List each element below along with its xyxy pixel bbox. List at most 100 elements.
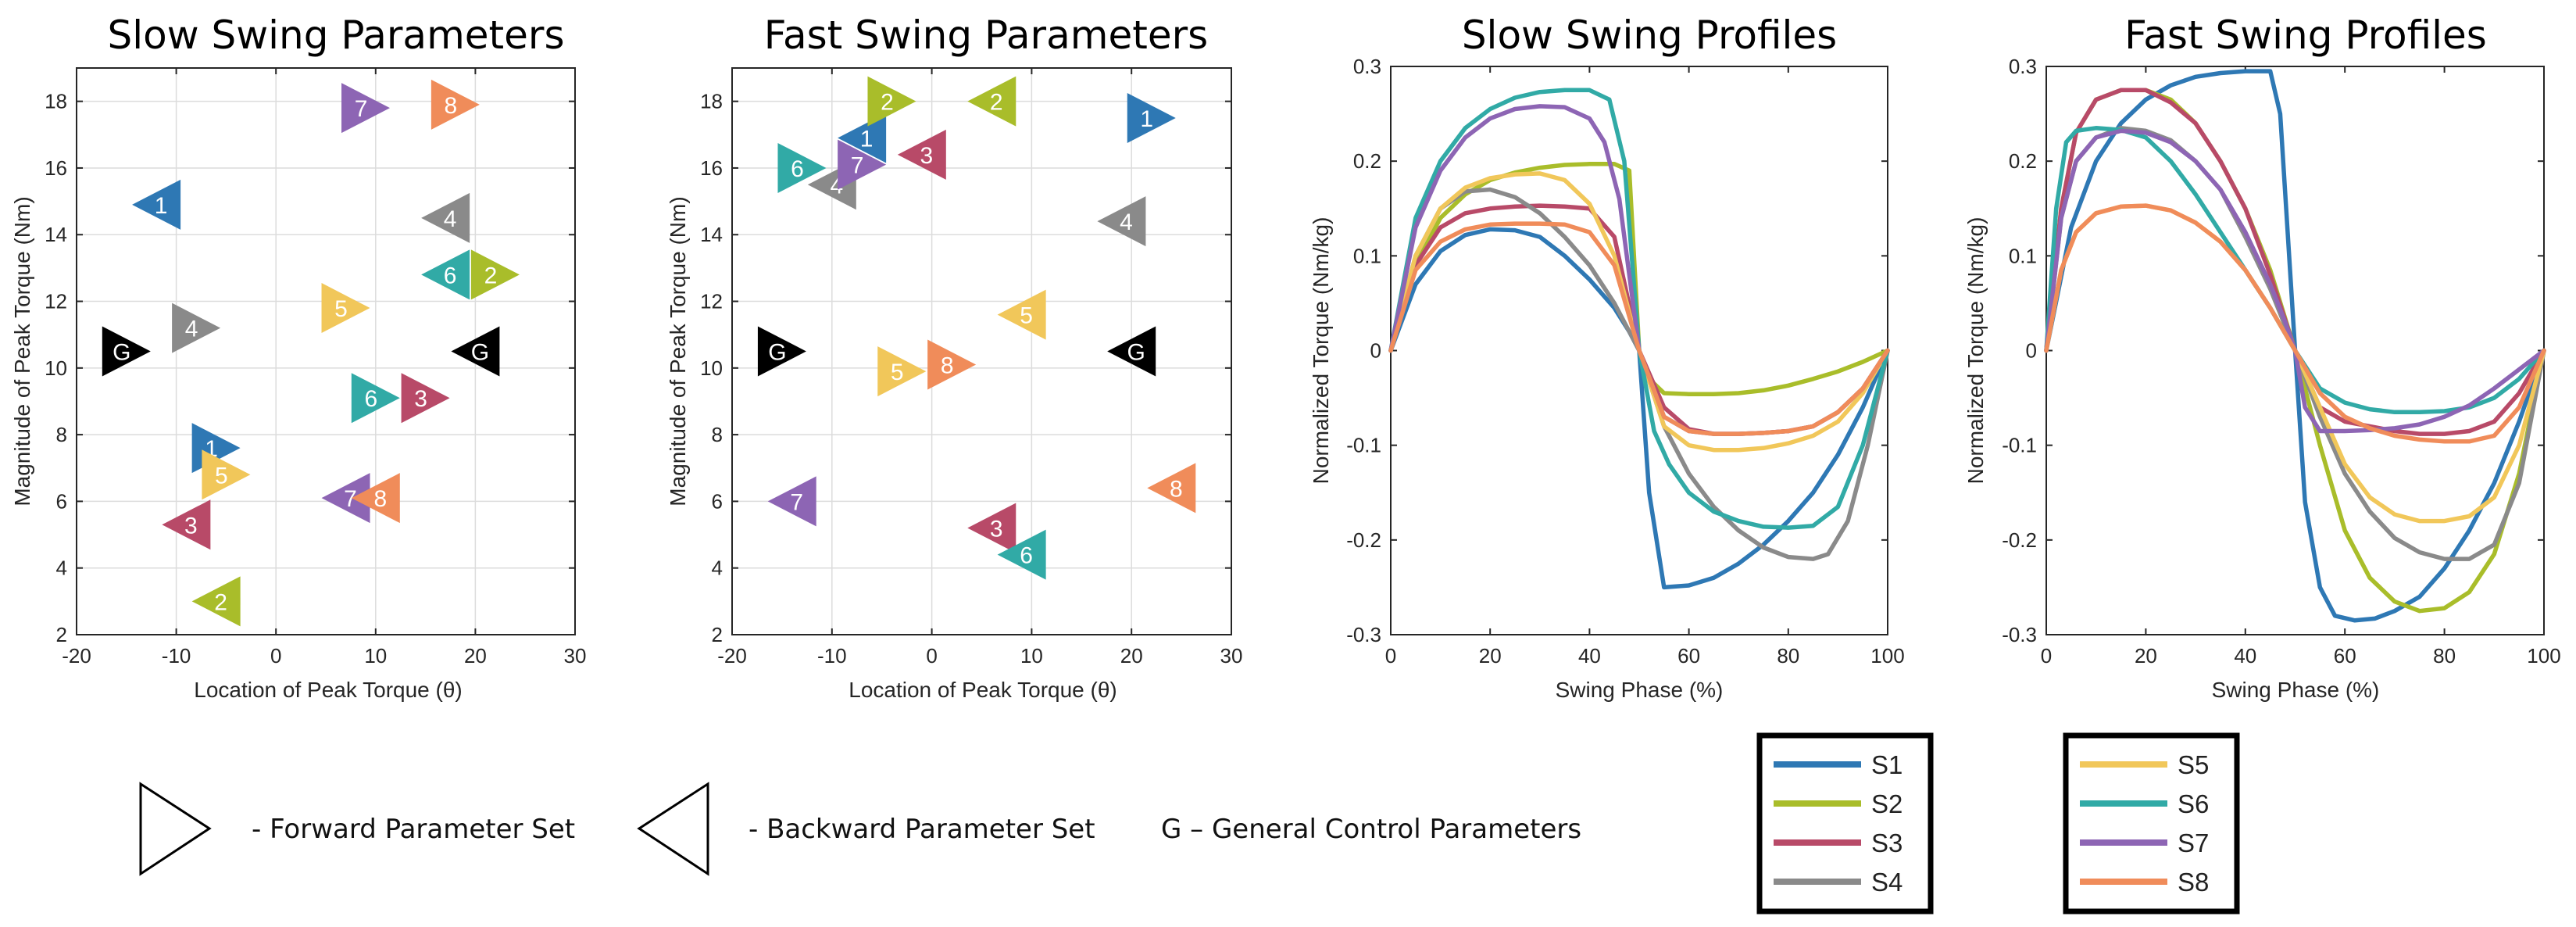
x-tick-label: 20 [1120,644,1143,668]
x-axis-label: Swing Phase (%) [2212,678,2380,702]
marker-label: 3 [414,386,427,412]
marker-backward-G [451,326,500,377]
y-tick-label: 18 [45,90,67,113]
x-axis-label: Location of Peak Torque (θ) [849,678,1117,702]
y-tick-label: 16 [700,156,723,180]
marker-label: 2 [881,90,894,116]
marker-label: 1 [860,127,874,152]
marker-forward-5 [877,346,927,397]
marker-label: 5 [334,296,348,322]
y-tick-label: 10 [700,356,723,380]
legend-label-S5: S5 [2178,750,2209,779]
marker-backward-1 [838,113,887,163]
marker-label: 6 [364,386,377,412]
y-tick-label: -0.2 [2002,528,2037,552]
y-tick-label: 0 [1370,339,1381,363]
marker-forward-8 [431,79,480,130]
legend-label-S1: S1 [1871,750,1903,779]
marker-label: G [768,340,786,366]
legend-label-S6: S6 [2178,789,2209,818]
legend-label-S7: S7 [2178,829,2209,857]
marker-label: 2 [484,263,498,288]
y-tick-label: 0.1 [1353,244,1381,267]
marker-label: 8 [941,353,954,379]
x-tick-label: 0 [926,644,937,668]
marker-forward-2 [470,249,520,300]
x-tick-label: 40 [1578,644,1601,668]
x-tick-label: 60 [2334,644,2356,668]
forward-triangle-icon [139,782,212,876]
marker-label: 6 [791,156,804,182]
marker-forward-G [102,326,151,377]
marker-label: 1 [1140,106,1153,132]
y-tick-label: 0.2 [2009,149,2037,173]
panel-slow-swing-profiles: Slow Swing Profiles 0 20 40 60 80 100 -0.3 -0.2 -… [1309,13,1905,702]
marker-label: 2 [990,90,1003,116]
series-legend-box-1: S1 S2 S3 S4 [1756,732,1934,914]
panel-slow-swing-parameters: Slow Swing Parameters -20 -10 0 10 20 30 2 4 6 8 10… [10,13,586,702]
forward-legend-label: - Forward Parameter Set [252,814,575,845]
marker-label: 4 [1120,209,1133,235]
marker-label: 4 [185,317,198,342]
marker-label: G [113,340,130,366]
marker-forward-G [757,326,806,377]
marker-legend: - Forward Parameter Set - Backward Param… [139,782,1581,876]
panel-fast-swing-profiles: Fast Swing Profiles 0 20 40 60 80 100 -0.3 -0.2 -… [1963,13,2561,702]
y-tick-label: 2 [712,623,723,646]
marker-label: 8 [373,486,387,512]
x-tick-label: 20 [1479,644,1502,668]
legend-label-S8: S8 [2178,868,2209,897]
marker-label: G [1127,340,1145,366]
y-tick-label: -0.1 [1346,434,1381,457]
marker-label: 5 [891,360,904,385]
series-line-S8 [2044,203,2546,444]
marker-label: 3 [920,143,933,169]
y-tick-label: 8 [56,423,67,446]
y-tick-label: 10 [45,356,67,380]
legend-label-S4: S4 [1871,868,1903,897]
x-tick-label: 10 [1020,644,1043,668]
y-tick-label: 0 [2026,339,2037,363]
marker-backward-7 [767,476,816,527]
marker-label: 7 [851,153,864,179]
marker-label: 8 [445,93,458,119]
chart-title: Fast Swing Parameters [764,13,1208,58]
y-tick-label: 12 [45,290,67,313]
marker-label: 1 [155,193,168,219]
y-tick-label: 6 [712,489,723,513]
marker-forward-5 [321,283,370,334]
series-line-S7 [2044,128,2546,434]
marker-label: 5 [215,463,228,489]
y-axis-label: Magnitude of Peak Torque (Nm) [666,196,690,506]
panel-fast-swing-parameters: Fast Swing Parameters -20 -10 0 10 20 30 2 4 6 8 10… [666,13,1242,702]
series-legend-box-2: S5 S6 S7 S8 [2063,732,2240,914]
plot-area [77,68,575,635]
marker-backward-6 [421,249,470,300]
marker-label: 7 [790,489,803,515]
x-tick-label: 60 [1677,644,1700,668]
x-tick-label: 0 [270,644,281,668]
x-tick-label: 20 [464,644,487,668]
marker-forward-7 [838,139,887,190]
marker-backward-8 [351,473,400,524]
chart-title: Slow Swing Profiles [1462,13,1837,58]
marker-backward-3 [967,503,1016,553]
marker-forward-4 [172,302,221,353]
marker-label: 3 [990,517,1003,542]
x-tick-label: -20 [717,644,747,668]
x-tick-label: 0 [1385,644,1396,668]
y-tick-label: 2 [56,623,67,646]
x-tick-label: -20 [62,644,91,668]
y-tick-label: 16 [45,156,67,180]
marker-label: G [471,340,489,366]
x-tick-label: 0 [2041,644,2052,668]
legend-label-S3: S3 [1871,829,1903,857]
chart-title: Slow Swing Parameters [107,13,564,58]
y-tick-label: 0.3 [1353,55,1381,78]
y-axis-label: Normalized Torque (Nm/kg) [1309,217,1333,485]
y-axis-label: Magnitude of Peak Torque (Nm) [10,196,34,506]
y-axis-label: Normalized Torque (Nm/kg) [1963,217,1988,485]
marker-forward-8 [927,339,977,390]
marker-label: 6 [1020,543,1033,569]
